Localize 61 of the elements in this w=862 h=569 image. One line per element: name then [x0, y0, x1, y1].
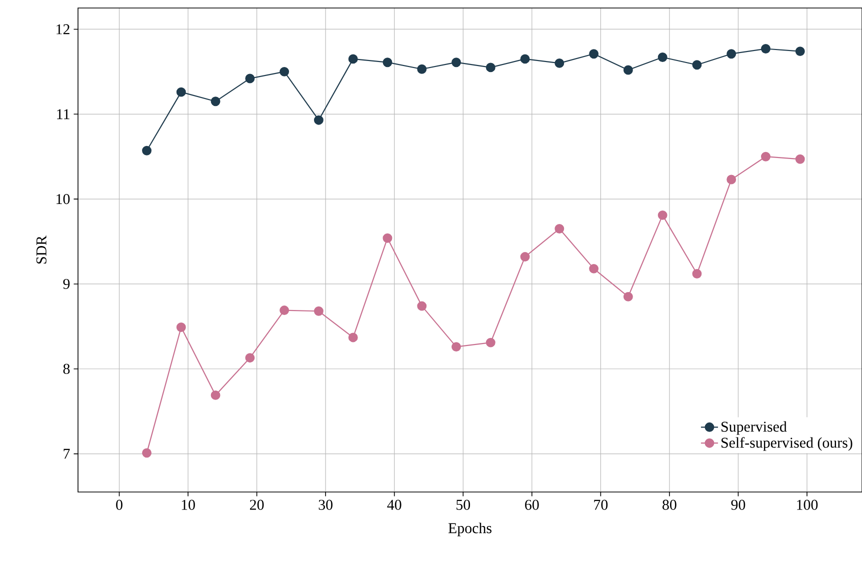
- point: [795, 154, 805, 164]
- point: [658, 210, 668, 220]
- x-tick-label: 30: [318, 500, 332, 510]
- y-tick-label: 9: [63, 278, 70, 289]
- point: [726, 49, 736, 59]
- point: [382, 233, 392, 243]
- x-tick-label: 60: [525, 500, 539, 510]
- point: [382, 58, 392, 68]
- point: [314, 115, 324, 125]
- y-tick-label: 10: [56, 194, 70, 204]
- y-axis-title: SDR: [36, 236, 46, 264]
- point: [314, 306, 324, 316]
- x-tick-label: 10: [182, 500, 195, 510]
- point: [452, 58, 461, 68]
- y-tick-label: 8: [63, 364, 70, 374]
- point: [417, 64, 427, 74]
- x-tick-label: 80: [662, 500, 676, 510]
- point: [245, 353, 255, 363]
- point: [142, 448, 152, 458]
- legend-label: Supervised: [722, 421, 787, 435]
- point: [760, 152, 770, 162]
- point: [692, 60, 702, 70]
- point: [142, 146, 152, 156]
- x-axis-title: Epochs: [448, 522, 492, 536]
- point: [280, 66, 290, 76]
- point: [692, 269, 702, 279]
- point: [176, 322, 186, 332]
- y-tick-label: 12: [56, 24, 70, 34]
- point: [554, 224, 564, 234]
- point: [348, 332, 358, 342]
- point: [658, 52, 668, 62]
- point: [245, 74, 255, 84]
- point: [452, 342, 461, 352]
- x-tick-label: 90: [731, 500, 746, 510]
- point: [210, 96, 220, 106]
- point: [520, 54, 530, 64]
- point: [589, 49, 599, 59]
- point: [280, 306, 290, 316]
- point: [623, 292, 633, 302]
- x-tick-label: 70: [594, 500, 608, 510]
- point: [417, 301, 427, 311]
- x-tick-label: 0: [116, 500, 122, 510]
- point: [486, 62, 496, 72]
- x-tick-label: 50: [456, 500, 470, 510]
- point: [210, 390, 220, 400]
- point: [520, 252, 530, 262]
- y-tick-label: 11: [57, 109, 70, 120]
- x-tick-label: 20: [250, 500, 264, 510]
- point: [554, 58, 564, 68]
- point: [760, 44, 770, 54]
- point: [348, 54, 358, 64]
- legend-label: Self-supervised (ours): [722, 437, 852, 451]
- point: [589, 264, 599, 274]
- x-tick-label: 40: [387, 500, 402, 510]
- point: [726, 174, 736, 184]
- y-tick-label: 7: [64, 448, 70, 459]
- point: [486, 338, 496, 348]
- point: [795, 46, 805, 56]
- x-tick-label: 100: [797, 500, 818, 510]
- point: [623, 65, 633, 75]
- point: [176, 87, 186, 97]
